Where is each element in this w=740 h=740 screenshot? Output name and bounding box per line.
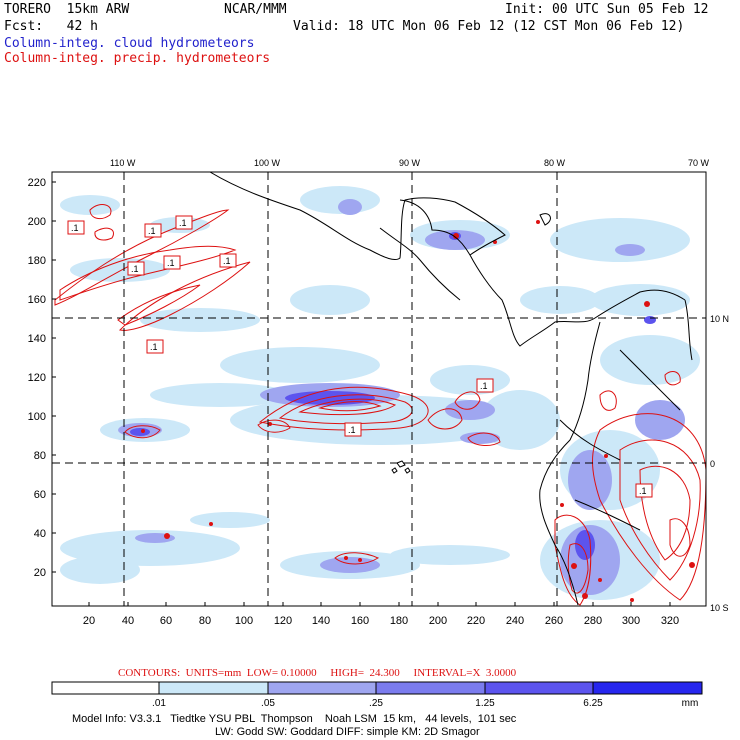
color-bar-label: .05 [261, 698, 275, 709]
contour-label-group: .1 .1 .1 .1 .1 .1 .1 .1 .1 .1 [67, 215, 653, 498]
model-name: TORERO 15km ARW [4, 2, 130, 17]
y-tick-label: 200 [28, 216, 46, 228]
color-bar-segment [158, 681, 269, 695]
contour-label: .1 [67, 220, 85, 235]
forecast-hour: Fcst: 42 h [4, 19, 98, 34]
x-tick-label: 120 [274, 615, 292, 627]
contour-label: .1 [219, 253, 237, 268]
x-tick-label: 280 [584, 615, 602, 627]
lon-label: 70 W [688, 158, 710, 168]
y-tick-label: 40 [34, 528, 46, 540]
y-tick-label: 100 [28, 411, 46, 423]
y-tick-label: 120 [28, 372, 46, 384]
precip-contours [54, 204, 706, 606]
contour-label: .1 [344, 422, 362, 437]
lat-label: 10 N [710, 314, 729, 324]
y-tick-label: 220 [28, 177, 46, 189]
field-1-title: Column-integ. cloud hydrometeors [4, 36, 255, 51]
precip-cores [141, 220, 695, 602]
x-tick-label: 240 [506, 615, 524, 627]
coastlines [209, 172, 693, 606]
y-tick-label: 20 [34, 567, 46, 579]
contour-label: .1 [127, 261, 145, 276]
svg-text:.1: .1 [131, 264, 139, 274]
svg-text:.1: .1 [71, 223, 79, 233]
organization: NCAR/MMM [224, 2, 287, 17]
x-tick-label: 20 [83, 615, 95, 627]
x-tick-label: 40 [122, 615, 134, 627]
x-tick-label: 100 [235, 615, 253, 627]
x-tick-label: 80 [199, 615, 211, 627]
x-tick-label: 220 [467, 615, 485, 627]
svg-text:.1: .1 [150, 342, 158, 352]
x-tick-marks [88, 602, 671, 606]
color-bar-label: .25 [369, 698, 383, 709]
y-tick-label: 60 [34, 489, 46, 501]
svg-text:.1: .1 [480, 381, 488, 391]
color-bar-segment [375, 681, 486, 695]
color-bar-segment [51, 681, 160, 695]
valid-time: Valid: 18 UTC Mon 06 Feb 12 (12 CST Mon … [293, 19, 685, 34]
contour-label: .1 [175, 215, 193, 230]
model-info-line-1: Model Info: V3.3.1 Tiedtke YSU PBL Thomp… [72, 713, 517, 725]
contour-label: .1 [146, 339, 164, 354]
color-bar [51, 681, 703, 695]
y-tick-label: 180 [28, 255, 46, 267]
x-tick-label: 200 [429, 615, 447, 627]
color-bar-label: 6.25 [583, 698, 603, 709]
svg-text:.1: .1 [148, 226, 156, 236]
x-tick-label: 140 [312, 615, 330, 627]
y-tick-label: 140 [28, 333, 46, 345]
svg-text:.1: .1 [639, 486, 647, 496]
svg-text:.1: .1 [348, 425, 356, 435]
lat-label: 0 [710, 459, 715, 469]
lon-label: 80 W [544, 158, 566, 168]
color-bar-segment [592, 681, 703, 695]
color-bar-unit: mm [682, 698, 699, 709]
contour-label: .1 [144, 223, 162, 238]
color-bar-segment [484, 681, 594, 695]
lat-label: 10 S [710, 603, 729, 613]
lon-label: 90 W [399, 158, 421, 168]
x-tick-label: 300 [622, 615, 640, 627]
contour-label: .1 [635, 483, 653, 498]
color-bar-label: .01 [152, 698, 166, 709]
contour-label: .1 [163, 255, 181, 270]
model-info-line-2: LW: Godd SW: Goddard DIFF: simple KM: 2D… [215, 726, 480, 738]
graticule [52, 172, 706, 606]
x-tick-label: 60 [160, 615, 172, 627]
svg-text:.1: .1 [167, 258, 175, 268]
contour-label: .1 [476, 378, 494, 393]
map-frame [51, 171, 707, 607]
lon-label: 110 W [110, 158, 136, 168]
x-tick-label: 180 [390, 615, 408, 627]
x-tick-label: 160 [351, 615, 369, 627]
y-tick-marks [52, 181, 56, 573]
y-tick-label: 160 [28, 294, 46, 306]
x-tick-label: 320 [661, 615, 679, 627]
svg-text:.1: .1 [179, 218, 187, 228]
color-bar-label: 1.25 [475, 698, 495, 709]
contour-info: CONTOURS: UNITS=mm LOW= 0.10000 HIGH= 24… [118, 667, 517, 679]
svg-text:.1: .1 [223, 256, 231, 266]
field-2-title: Column-integ. precip. hydrometeors [4, 51, 271, 66]
color-bar-segment [267, 681, 377, 695]
x-tick-label: 260 [545, 615, 563, 627]
y-tick-label: 80 [34, 450, 46, 462]
init-time: Init: 00 UTC Sun 05 Feb 12 [505, 2, 709, 17]
lon-label: 100 W [254, 158, 281, 168]
